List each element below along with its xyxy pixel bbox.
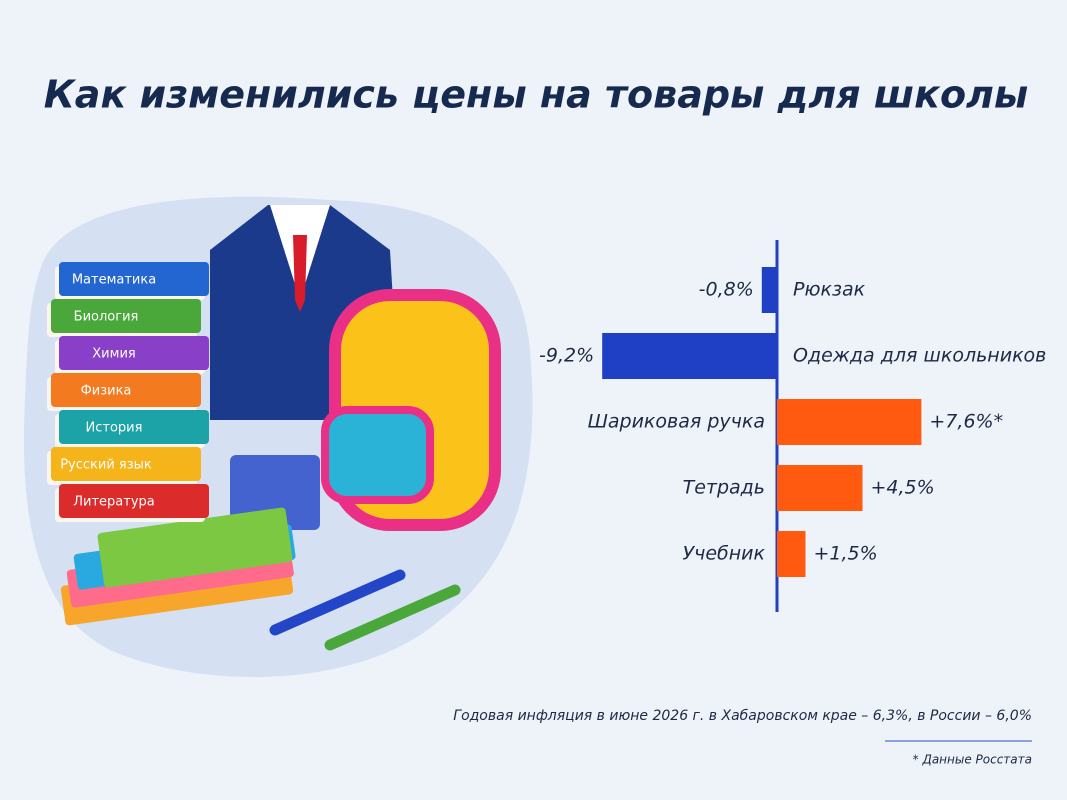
pen-blue [269,569,406,636]
book-label: Русский язык [60,458,152,473]
bar [777,465,863,511]
book-stack: Математика Биология Химия Физика История Русс… [47,262,209,522]
value-label: +1,5% [814,543,878,565]
bar [602,333,777,379]
book [59,410,209,444]
bar [777,531,806,577]
value-label: -0,8% [699,279,754,301]
book-label: Математика [72,273,156,288]
illustration [60,205,501,651]
book [51,447,201,481]
book-label: Литература [73,495,155,510]
pen-cup [230,455,320,530]
book [59,484,209,518]
category-label: Одежда для школьников [793,345,1046,367]
bar [777,399,922,445]
pen-green [324,584,461,651]
bar [761,267,777,313]
book [51,299,201,333]
title: Как изменились цены на товары для школы [44,73,1029,117]
source: * Данные Росстата [913,753,1032,767]
notebooks [60,507,296,626]
book-label: Химия [92,347,135,362]
value-label: +7,6%* [929,411,1003,433]
book [59,336,209,370]
book-label: Физика [81,384,132,399]
category-label: Рюкзак [793,279,866,301]
book-label: Биология [74,310,139,325]
backpack-pocket [321,406,434,504]
category-label: Учебник [683,543,766,565]
book [51,373,201,407]
book-label: История [86,421,143,436]
note: Годовая инфляция в июне 2026 г. в Хабаро… [453,708,1032,724]
category-label: Шариковая ручка [588,411,765,433]
value-label: -9,2% [539,345,594,367]
book [59,262,209,296]
value-label: +4,5% [871,477,935,499]
category-label: Тетрадь [683,477,765,499]
tie [293,235,307,312]
